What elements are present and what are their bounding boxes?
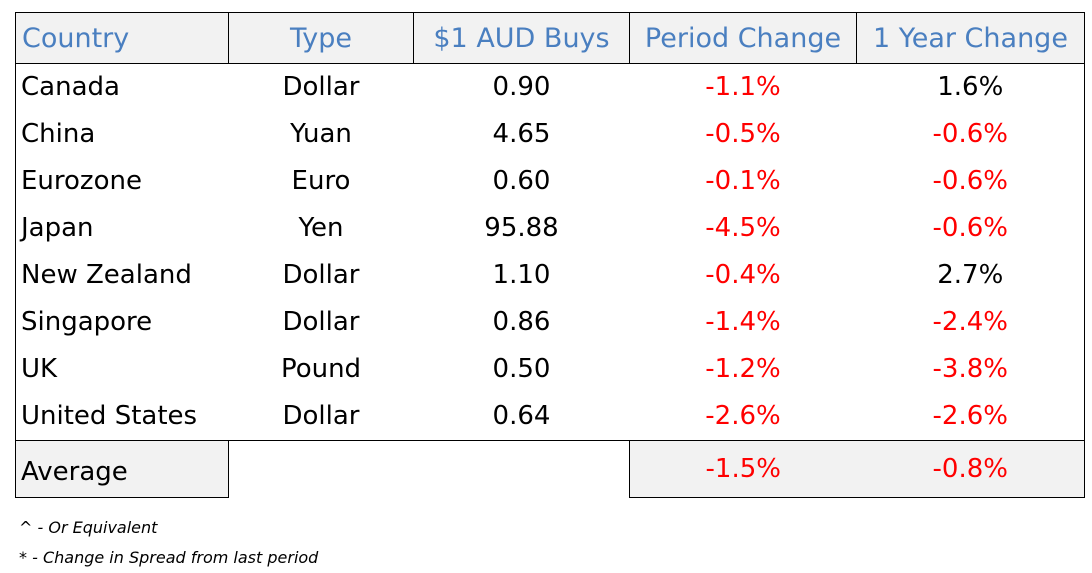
type-cell: Dollar bbox=[228, 393, 414, 441]
country-cell: United States bbox=[15, 393, 229, 441]
type-cell: Euro bbox=[291, 166, 351, 196]
type-cell: Pound bbox=[280, 354, 362, 384]
average-empty-cell bbox=[414, 441, 630, 498]
average-empty-cell bbox=[229, 441, 414, 498]
header-aud-buys: $1 AUD Buys bbox=[413, 12, 630, 64]
header-period-change: Period Change bbox=[629, 12, 857, 64]
period-change-cell: -0.1% bbox=[705, 166, 781, 196]
table-row: New Zealand Dollar 1.10 -0.4% 2.7% bbox=[15, 252, 1085, 299]
aud-buys-cell: 0.60 bbox=[492, 166, 551, 196]
period-change-cell: -4.5% bbox=[705, 213, 781, 243]
year-change-cell: -0.6% bbox=[856, 205, 1085, 252]
year-change-cell: 2.7% bbox=[856, 252, 1085, 299]
aud-buys-cell: 0.64 bbox=[413, 393, 630, 441]
country-cell: China bbox=[15, 111, 229, 158]
period-change-cell: -1.4% bbox=[705, 307, 781, 337]
type-cell: Yen bbox=[298, 213, 344, 243]
type-cell: Dollar bbox=[282, 260, 360, 290]
table-row: China Yuan 4.65 -0.5% -0.6% bbox=[15, 111, 1085, 158]
header-1-year-change: 1 Year Change bbox=[856, 12, 1085, 64]
table-row: Japan Yen 95.88 -4.5% -0.6% bbox=[15, 205, 1085, 252]
aud-buys-cell: 1.10 bbox=[492, 260, 551, 290]
year-change-cell: -0.6% bbox=[856, 111, 1085, 158]
header-type: Type bbox=[228, 12, 414, 64]
average-row: Average -1.5% -0.8% bbox=[15, 440, 1085, 498]
aud-buys-cell: 95.88 bbox=[484, 213, 559, 243]
average-year-change: -0.8% bbox=[856, 440, 1085, 498]
year-change-cell: -3.8% bbox=[856, 346, 1085, 393]
type-cell: Dollar bbox=[282, 72, 360, 102]
average-period-change: -1.5% bbox=[629, 440, 857, 498]
country-cell: Eurozone bbox=[15, 158, 229, 205]
year-change-cell: -2.4% bbox=[856, 299, 1085, 346]
country-cell: Canada bbox=[15, 63, 229, 111]
country-cell: Japan bbox=[15, 205, 229, 252]
table-row: United States Dollar 0.64 -2.6% -2.6% bbox=[15, 393, 1085, 441]
footnotes: ^ - Or Equivalent * - Change in Spread f… bbox=[19, 513, 318, 573]
year-change-cell: 1.6% bbox=[856, 63, 1085, 111]
type-cell: Dollar bbox=[282, 307, 360, 337]
footnote-equivalent: ^ - Or Equivalent bbox=[19, 518, 158, 537]
aud-buys-cell: 4.65 bbox=[492, 119, 551, 149]
table-row: Eurozone Euro 0.60 -0.1% -0.6% bbox=[15, 158, 1085, 205]
year-change-cell: -2.6% bbox=[856, 393, 1085, 441]
country-cell: Singapore bbox=[15, 299, 229, 346]
type-cell: Yuan bbox=[290, 119, 352, 149]
exchange-rate-table-container: Country Type $1 AUD Buys Period Change 1… bbox=[15, 12, 1085, 498]
header-row: Country Type $1 AUD Buys Period Change 1… bbox=[15, 12, 1085, 64]
table-row: UK Pound 0.50 -1.2% -3.8% bbox=[15, 346, 1085, 393]
average-label: Average bbox=[15, 440, 229, 498]
table-row: Canada Dollar 0.90 -1.1% 1.6% bbox=[15, 63, 1085, 111]
table-row: Singapore Dollar 0.86 -1.4% -2.4% bbox=[15, 299, 1085, 346]
footnote-spread: * - Change in Spread from last period bbox=[19, 548, 319, 567]
period-change-cell: -1.1% bbox=[705, 72, 781, 102]
exchange-rate-table: Country Type $1 AUD Buys Period Change 1… bbox=[15, 12, 1085, 498]
aud-buys-cell: 0.50 bbox=[492, 354, 551, 384]
period-change-cell: -2.6% bbox=[629, 393, 857, 441]
period-change-cell: -0.5% bbox=[705, 119, 781, 149]
country-cell: New Zealand bbox=[15, 252, 229, 299]
aud-buys-cell: 0.86 bbox=[492, 307, 551, 337]
period-change-cell: -1.2% bbox=[705, 354, 781, 384]
period-change-cell: -0.4% bbox=[705, 260, 781, 290]
aud-buys-cell: 0.90 bbox=[492, 72, 551, 102]
header-country: Country bbox=[15, 12, 229, 64]
country-cell: UK bbox=[15, 346, 229, 393]
year-change-cell: -0.6% bbox=[856, 158, 1085, 205]
